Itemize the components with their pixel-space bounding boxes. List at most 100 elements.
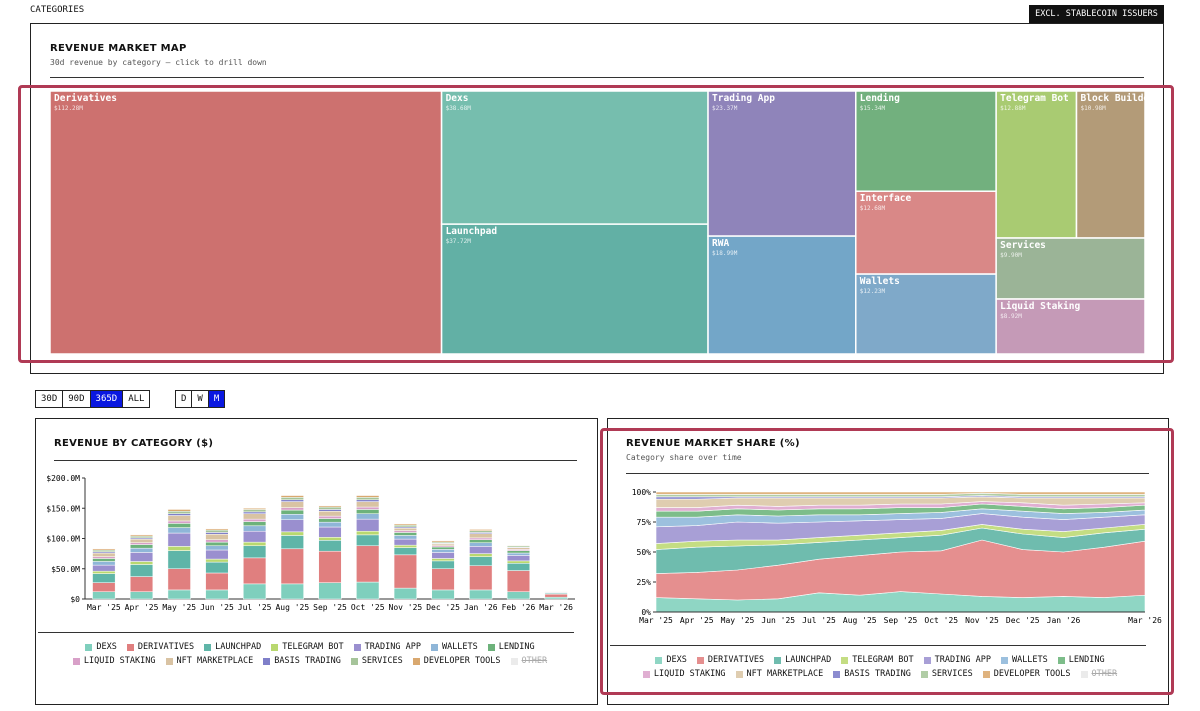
interval-button[interactable]: D bbox=[176, 391, 193, 407]
x-tick-label: Aug '25 bbox=[843, 616, 877, 625]
toggle-button[interactable]: EXCL. STABLECOIN ISSUERS bbox=[1029, 5, 1164, 23]
legend-item[interactable]: NFT MARKETPLACE bbox=[165, 656, 253, 666]
range-button[interactable]: 30D bbox=[36, 391, 64, 407]
legend-item[interactable]: SERVICES bbox=[920, 669, 973, 679]
legend-item[interactable]: WALLETS bbox=[430, 642, 478, 652]
divider bbox=[50, 77, 1144, 78]
legend-item[interactable]: DEVELOPER TOOLS bbox=[412, 656, 501, 666]
x-tick-label: Mar '25 bbox=[639, 616, 673, 625]
interval-button[interactable]: M bbox=[208, 391, 225, 407]
legend-item[interactable]: LIQUID STAKING bbox=[72, 656, 156, 666]
cell-value: $15.34M bbox=[860, 105, 886, 112]
bar-segment bbox=[318, 506, 342, 510]
bar-segment bbox=[431, 558, 455, 562]
treemap-cell[interactable] bbox=[855, 190, 997, 275]
bar-segment bbox=[129, 561, 154, 565]
legend-item[interactable]: TELEGRAM BOT bbox=[271, 642, 344, 652]
treemap-cell[interactable] bbox=[855, 273, 997, 355]
bar-segment bbox=[393, 527, 417, 531]
legend-swatch bbox=[85, 643, 93, 651]
legend-item[interactable]: TELEGRAM BOT bbox=[841, 655, 914, 665]
range-button[interactable]: 90D bbox=[63, 391, 91, 407]
x-tick-label: Oct '25 bbox=[924, 616, 958, 625]
treemap-cell[interactable] bbox=[440, 90, 709, 225]
range-button[interactable]: ALL bbox=[123, 391, 150, 407]
legend-item[interactable]: NFT MARKETPLACE bbox=[735, 669, 824, 679]
bar-segment bbox=[393, 547, 417, 556]
divider bbox=[54, 460, 577, 461]
treemap-cell[interactable] bbox=[995, 237, 1146, 300]
legend-item[interactable]: SERVICES bbox=[350, 656, 403, 666]
legend-swatch bbox=[72, 657, 80, 665]
legend-swatch bbox=[430, 643, 438, 651]
legend-item[interactable]: DERIVATIVES bbox=[696, 655, 764, 665]
treemap-cell[interactable] bbox=[995, 298, 1146, 355]
bar-segment bbox=[167, 509, 191, 512]
legend-item[interactable]: LIQUID STAKING bbox=[642, 669, 726, 679]
legend-label: SERVICES bbox=[931, 669, 973, 679]
bar-segment bbox=[318, 540, 342, 552]
legend-label: SERVICES bbox=[361, 656, 403, 666]
treemap-cell[interactable] bbox=[995, 90, 1078, 239]
legend-swatch bbox=[841, 656, 849, 664]
legend-item[interactable]: TRADING APP bbox=[923, 655, 991, 665]
legend-swatch bbox=[263, 657, 271, 665]
cell-value: $8.92M bbox=[1000, 313, 1022, 320]
treemap-cell[interactable] bbox=[707, 90, 857, 237]
legend-item[interactable]: LAUNCHPAD bbox=[774, 655, 831, 665]
bar-segment bbox=[167, 520, 191, 524]
legend-item[interactable]: DEXS bbox=[655, 655, 687, 665]
chart-title: REVENUE BY CATEGORY ($) bbox=[54, 438, 214, 449]
treemap-cell[interactable] bbox=[1075, 90, 1146, 239]
legend-item[interactable]: DEXS bbox=[85, 642, 117, 652]
legend-label: NFT MARKETPLACE bbox=[746, 669, 824, 679]
legend-item[interactable]: BASIS TRADING bbox=[263, 656, 341, 666]
legend-item[interactable]: DEVELOPER TOOLS bbox=[982, 669, 1071, 679]
bar-segment bbox=[356, 506, 380, 510]
treemap-cell[interactable] bbox=[707, 235, 857, 355]
cell-value: $9.90M bbox=[1000, 252, 1022, 259]
bar-segment bbox=[318, 505, 342, 508]
bar-segment bbox=[469, 542, 493, 547]
bar-segment bbox=[318, 518, 342, 523]
bar-segment bbox=[393, 523, 417, 526]
interval-button[interactable]: W bbox=[192, 391, 209, 407]
y-tick-label: 0% bbox=[641, 608, 651, 617]
bar-segment bbox=[393, 530, 417, 533]
cell-value: $112.28M bbox=[54, 105, 83, 112]
legend-item[interactable]: WALLETS bbox=[1000, 655, 1048, 665]
legend-item[interactable]: LENDING bbox=[487, 642, 535, 652]
legend-item[interactable]: OTHER bbox=[1080, 669, 1117, 679]
x-tick-label: Apr '25 bbox=[125, 603, 159, 612]
legend-item[interactable]: LAUNCHPAD bbox=[204, 642, 261, 652]
legend-item[interactable]: OTHER bbox=[510, 656, 547, 666]
bar-segment bbox=[280, 548, 304, 585]
y-tick-label: $200.0M bbox=[46, 474, 80, 483]
legend-item[interactable]: LENDING bbox=[1057, 655, 1105, 665]
legend-item[interactable]: DERIVATIVES bbox=[126, 642, 194, 652]
bar-segment bbox=[393, 524, 417, 528]
bar-segment bbox=[356, 499, 380, 502]
legend-label: TRADING APP bbox=[364, 642, 421, 652]
legend-swatch bbox=[696, 656, 704, 664]
bar-segment bbox=[356, 534, 380, 547]
bar-segment bbox=[205, 589, 229, 600]
legend-label: DEXS bbox=[666, 655, 687, 665]
x-tick-label: Sep '25 bbox=[884, 616, 918, 625]
bar-segment bbox=[243, 530, 267, 543]
treemap-cell[interactable] bbox=[440, 223, 709, 355]
x-tick-label: Apr '25 bbox=[680, 616, 714, 625]
bar-segment bbox=[356, 509, 380, 514]
chart-subtitle: 30d revenue by category — click to drill… bbox=[50, 58, 267, 67]
legend-item[interactable]: TRADING APP bbox=[353, 642, 421, 652]
bar-segment bbox=[205, 549, 229, 560]
treemap-cell[interactable] bbox=[855, 90, 997, 192]
treemap-cell[interactable] bbox=[49, 90, 443, 355]
range-button[interactable]: 365D bbox=[90, 391, 124, 407]
cell-label: Launchpad bbox=[446, 226, 498, 237]
cell-label: Derivatives bbox=[54, 93, 117, 104]
legend-swatch bbox=[350, 657, 358, 665]
legend-item[interactable]: BASIS TRADING bbox=[833, 669, 911, 679]
bar-segment bbox=[431, 589, 455, 600]
